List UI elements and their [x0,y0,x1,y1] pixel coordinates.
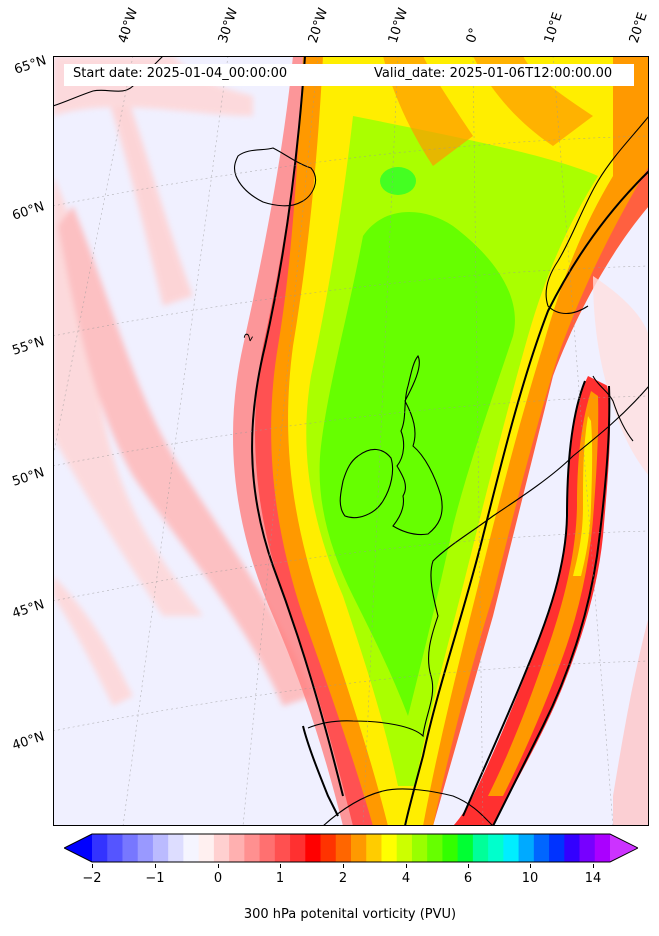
colorbar-tickmark [92,864,93,868]
colorbar-tickmark [593,864,594,868]
colorbar-segment [229,834,245,862]
colorbar-segment [92,834,108,862]
colorbar-segment [472,834,489,862]
lon-label-20w: 20°W [305,6,332,45]
colorbar-tick-m1: −1 [145,871,165,886]
colorbar-segment [183,834,200,862]
lon-label-20e: 20°E [626,10,651,46]
colorbar-segment [107,834,123,862]
lat-label-45n: 45°N [10,597,47,622]
colorbar-tickmark [406,864,407,868]
colorbar-segment [137,834,154,862]
pv-red-band-west [233,56,393,826]
colorbar-tick-6: 6 [463,871,473,886]
colorbar-segment [244,834,261,862]
colorbar-segment [366,834,382,862]
lon-label-0: 0° [463,26,483,45]
pv-contour-east-filament [462,380,611,826]
colorbar-tickmark [280,864,281,868]
graticule [53,56,649,826]
lon-label-40w: 40°W [115,6,142,45]
colorbar-segment [564,834,581,862]
colorbar-tick-m2: −2 [82,871,102,886]
lat-label-60n: 60°N [10,199,47,224]
colorbar-tickmark [530,864,531,868]
lon-label-10w: 10°W [385,6,412,45]
pv-east-filament-red [453,376,611,826]
lon-label-30w: 30°W [215,6,242,45]
pv-map: 2 [53,56,649,826]
lat-label-65n: 65°N [12,53,49,78]
colorbar-tickmark [468,864,469,868]
lat-label-40n: 40°N [10,729,47,754]
colorbar-segment [152,834,169,862]
colorbar-segment [122,834,139,862]
pv-east-filament-yellow [573,416,593,576]
start-date-label: Start date: 2025-01-04_00:00:00 [73,66,288,81]
colorbar-tickmark [155,864,156,868]
pv-contour-east [404,170,649,826]
colorbar-segment [335,834,352,862]
header-box [64,64,634,86]
colorbar-extend-high [610,834,638,862]
colorbar-label: 300 hPa potenital vorticity (PVU) [243,907,457,922]
colorbar-segment [198,834,215,862]
colorbar-segment [442,834,459,862]
colorbar-segment [381,834,398,862]
pv-red-core-west [255,56,383,826]
colorbar-segment [213,834,230,862]
colorbar-tickmark [218,864,219,868]
pv-contour-west [251,56,344,797]
pv-green-core [319,212,515,717]
lon-label-10e: 10°E [541,10,566,46]
colorbar-segment [518,834,535,862]
colorbar-segment [274,834,291,862]
valid-date-label: Valid_date: 2025-01-06T12:00:00.00 [374,66,613,81]
pv-green-spot [380,167,416,195]
colorbar-tick-1: 1 [275,871,285,886]
colorbar-segment [411,834,428,862]
colorbar-tick-10: 10 [521,871,539,886]
colorbar-outline [64,833,638,863]
colorbar-segment [259,834,276,862]
colorbar-segment [305,834,322,862]
lat-label-50n: 50°N [10,465,47,490]
colorbar-segment [579,834,596,862]
colorbar-segment [427,834,443,862]
colorbar-segment [320,834,337,862]
colorbar-segment [168,834,184,862]
colorbar-tick-4: 4 [401,871,411,886]
lat-label-55n: 55°N [10,334,47,359]
colorbar [64,833,638,863]
pv-contour-spain [302,725,339,817]
colorbar-segment [594,834,611,862]
colorbar-segment [290,834,306,862]
colorbar-segment [549,834,565,862]
colorbar-tick-2: 2 [338,871,348,886]
colorbar-segment [503,834,520,862]
colorbar-tick-14: 14 [584,871,602,886]
western-pv-streaks [53,56,313,706]
colorbar-segment [533,834,550,862]
colorbar-tick-0: 0 [213,871,223,886]
colorbar-segment [351,834,367,862]
colorbar-segment [488,834,504,862]
colorbar-extend-low [64,834,92,862]
colorbar-segment [396,834,413,862]
colorbar-tickmark [343,864,344,868]
colorbar-segment [457,834,474,862]
